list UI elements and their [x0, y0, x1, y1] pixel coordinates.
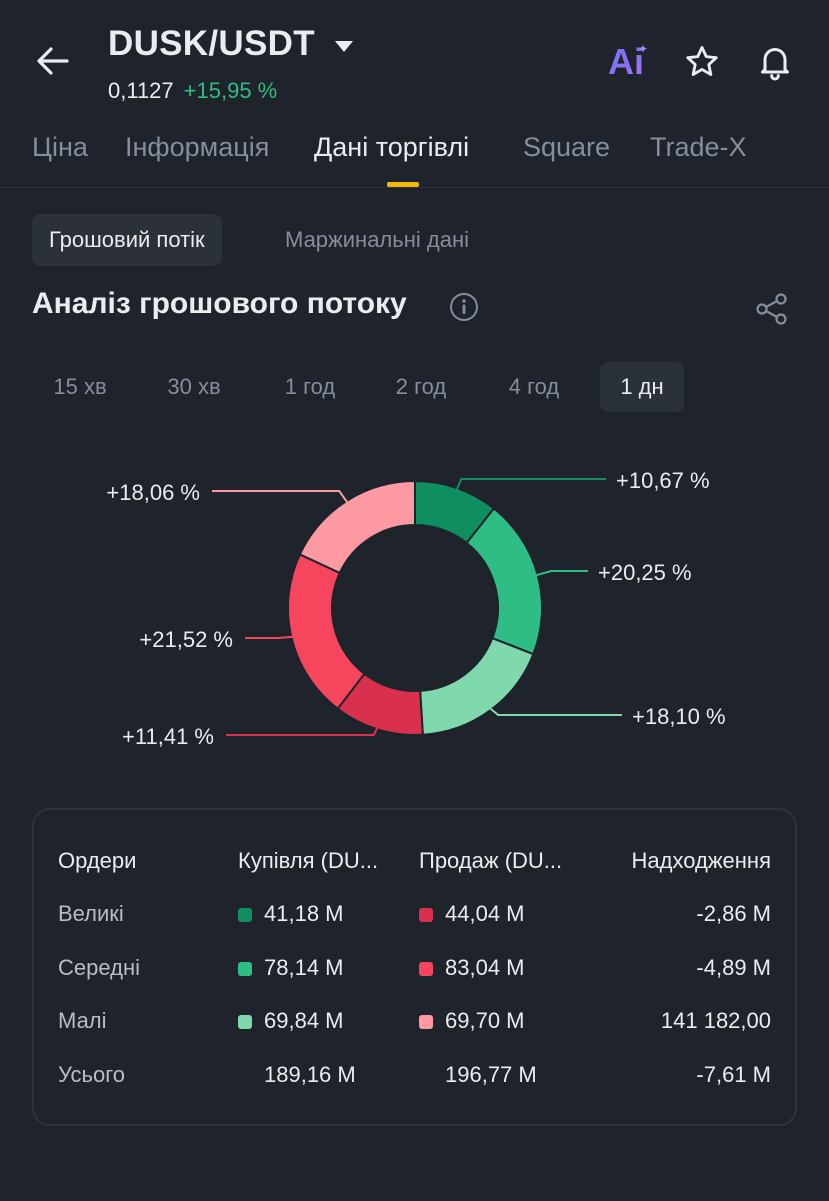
- tab-price[interactable]: Ціна: [32, 132, 88, 162]
- orders-table: Ордери Купівля (DU... Продаж (DU... Надх…: [32, 808, 797, 1126]
- back-arrow-icon: [37, 47, 69, 75]
- segment-money-flow[interactable]: Грошовий потік: [32, 214, 222, 266]
- period-4h[interactable]: 4 год: [508, 374, 560, 399]
- table-cell-buy: 41,18 M: [238, 901, 344, 927]
- buy-large-swatch: [238, 908, 252, 922]
- caret-down-icon[interactable]: [332, 37, 356, 55]
- price-change: +15,95 %: [183, 78, 278, 103]
- donut-slice-label: +18,06 %: [106, 480, 200, 505]
- table-header-orders: Ордери: [58, 848, 137, 873]
- table-row-label: Усього: [58, 1062, 125, 1087]
- last-price: 0,1127: [108, 78, 174, 103]
- favorite-button[interactable]: [680, 40, 724, 84]
- tab-info[interactable]: Інформація: [125, 132, 270, 162]
- table-header-buy: Купівля (DU...: [238, 848, 379, 873]
- table-cell-sell: 44,04 M: [419, 901, 525, 927]
- pair-title[interactable]: DUSK/USDT: [108, 24, 315, 63]
- tab-square[interactable]: Square: [523, 132, 611, 162]
- donut-slice-buy-medium: [465, 507, 543, 656]
- table-cell-buy-total: 189,16 M: [264, 1062, 356, 1087]
- period-2h[interactable]: 2 год: [395, 374, 447, 399]
- donut-slice-label: +10,67 %: [616, 468, 710, 493]
- table-row-label: Малі: [58, 1008, 107, 1033]
- bell-icon: [761, 48, 789, 81]
- sell-medium-swatch: [419, 962, 433, 976]
- donut-slice-label: +20,25 %: [598, 560, 692, 585]
- ai-button[interactable]: Ai: [604, 40, 648, 84]
- donut-leader-line: [529, 570, 588, 578]
- period-15m[interactable]: 15 хв: [53, 374, 107, 399]
- price-row: 0,1127 +15,95 %: [108, 78, 277, 104]
- segment-margin-data[interactable]: Маржинальні дані: [285, 227, 469, 252]
- ai-sparkle-icon: ✦: [638, 42, 649, 56]
- donut-slice-label: +21,52 %: [139, 627, 233, 652]
- share-icon[interactable]: [754, 292, 790, 326]
- donut-leader-line: [484, 703, 622, 716]
- header: DUSK/USDT 0,1127 +15,95 % Ai ✦: [0, 0, 829, 120]
- active-tab-indicator: [387, 182, 419, 187]
- table-cell-inflow: -4,89 M: [696, 955, 771, 980]
- main-tabs: Ціна Інформація Дані торгівлі Square Tra…: [0, 122, 829, 188]
- tab-trading-data[interactable]: Дані торгівлі: [314, 132, 470, 162]
- table-cell-inflow-total: -7,61 M: [696, 1062, 771, 1087]
- donut-slice-label: +11,41 %: [122, 724, 214, 749]
- money-flow-donut-chart: +10,67 % +20,25 % +18,10 % +11,41 % +21,52 %…: [106, 468, 726, 749]
- table-cell-sell: 69,70 M: [419, 1008, 525, 1034]
- back-button[interactable]: [30, 38, 76, 84]
- star-icon: [686, 46, 718, 76]
- table-cell-sell-total: 196,77 M: [445, 1062, 537, 1087]
- table-row-label: Середні: [58, 955, 140, 980]
- donut-leader-line: [245, 635, 300, 639]
- info-icon[interactable]: [449, 292, 479, 322]
- donut-slice-sell-medium: [287, 553, 366, 711]
- donut-leader-line: [226, 721, 382, 736]
- donut-leader-line: [453, 478, 606, 497]
- table-header-sell: Продаж (DU...: [419, 848, 563, 873]
- donut-slice-buy-small: [419, 636, 535, 736]
- table-row-label: Великі: [58, 901, 124, 926]
- table-cell-buy: 78,14 M: [238, 955, 344, 981]
- sell-small-swatch: [419, 1015, 433, 1029]
- period-1d[interactable]: 1 дн: [600, 362, 684, 412]
- ai-icon: Ai: [608, 41, 644, 82]
- table-cell-inflow: 141 182,00: [660, 1008, 771, 1033]
- tab-trade-x[interactable]: Trade-X: [650, 132, 747, 162]
- buy-small-swatch: [238, 1015, 252, 1029]
- table-cell-buy: 69,84 M: [238, 1008, 344, 1034]
- sell-large-swatch: [419, 908, 433, 922]
- donut-slice-label: +18,10 %: [632, 704, 726, 729]
- table-cell-inflow: -2,86 M: [696, 901, 771, 926]
- period-30m[interactable]: 30 хв: [167, 374, 221, 399]
- table-cell-sell: 83,04 M: [419, 955, 525, 981]
- table-header-inflow: Надходження: [631, 848, 771, 873]
- donut-slice-sell-small: [298, 479, 416, 575]
- donut-leader-line: [212, 490, 352, 509]
- section-title: Аналіз грошового потоку: [32, 287, 407, 320]
- alert-button[interactable]: [753, 40, 797, 84]
- period-1h[interactable]: 1 год: [284, 374, 336, 399]
- buy-medium-swatch: [238, 962, 252, 976]
